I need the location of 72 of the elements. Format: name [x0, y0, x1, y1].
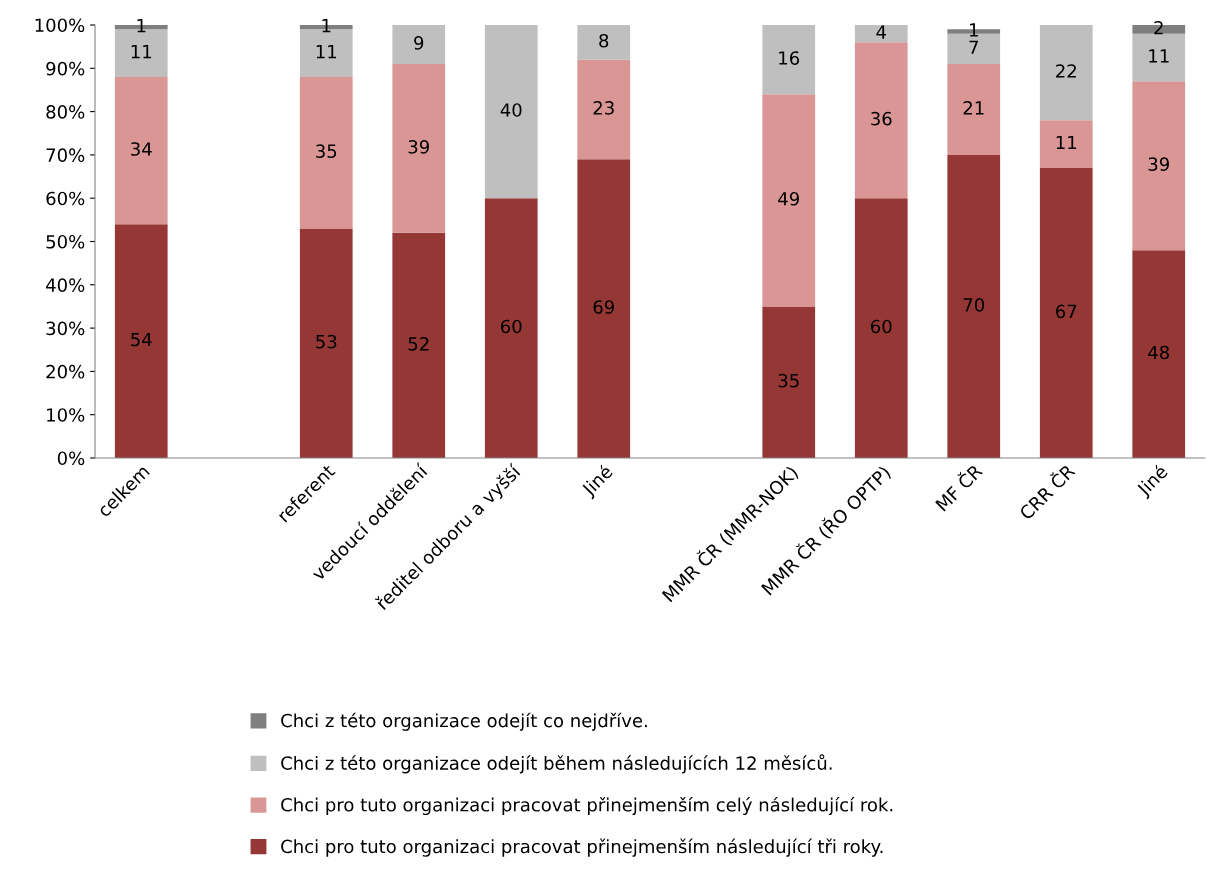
- data-label: 21: [963, 101, 984, 115]
- bar: [854, 198, 908, 458]
- data-label: 69: [593, 300, 614, 314]
- x-tick-label: MF ČR: [932, 461, 984, 512]
- y-tick-label: 50%: [46, 234, 85, 249]
- y-tick-label: 60%: [46, 191, 85, 206]
- data-label: 67: [1056, 304, 1077, 319]
- legend-label: Chci z této organizace odejít během následujících 12 měsíců.: [281, 754, 832, 774]
- y-tick-label: 20%: [46, 364, 85, 379]
- y-tick-label: 40%: [46, 278, 85, 292]
- legend-label: Chci z této organizace odejít co nejdříve.: [281, 712, 647, 731]
- data-label: 49: [778, 191, 799, 206]
- bar: [947, 63, 1001, 155]
- data-label: 35: [778, 373, 799, 388]
- y-tick-label: 30%: [46, 321, 85, 336]
- data-label: 11: [1149, 49, 1169, 63]
- bar: [1039, 25, 1093, 121]
- bar: [1132, 250, 1186, 458]
- data-label: 23: [593, 101, 614, 115]
- data-label: 52: [408, 337, 429, 351]
- bar: [1132, 33, 1186, 82]
- bar: [392, 25, 446, 64]
- bar: [947, 154, 1001, 458]
- data-label: 53: [316, 334, 337, 349]
- data-label: 48: [1148, 345, 1169, 360]
- data-label: 34: [131, 142, 152, 156]
- data-label: 36: [871, 111, 892, 126]
- bar: [1039, 167, 1093, 458]
- data-label: 39: [408, 139, 429, 154]
- data-label: 16: [779, 51, 800, 65]
- bar: [762, 306, 816, 458]
- data-label: 70: [963, 298, 985, 312]
- bar: [392, 63, 446, 233]
- bar: [854, 42, 908, 199]
- data-label: 7: [969, 40, 978, 54]
- bar: [854, 25, 908, 43]
- bar: [299, 76, 353, 229]
- y-tick-label: 70%: [46, 148, 85, 163]
- data-label: 11: [1056, 135, 1077, 150]
- data-label: 60: [871, 319, 892, 334]
- y-tick-label: 80%: [46, 105, 85, 119]
- data-label: 35: [316, 144, 337, 158]
- y-tick-label: 90%: [46, 61, 85, 76]
- bar: [299, 228, 353, 458]
- bar: [1039, 120, 1093, 168]
- x-tick-label: CRR ČR: [1016, 461, 1076, 521]
- data-label: 54: [131, 332, 152, 347]
- bar: [577, 59, 631, 160]
- data-label: 60: [501, 319, 522, 334]
- bar: [762, 25, 816, 95]
- data-label: 8: [599, 33, 609, 48]
- bar: [114, 224, 168, 458]
- legend-label: Chci pro tuto organizaci pracovat přinejmenším celý následující rok.: [281, 796, 893, 816]
- data-label: 11: [316, 44, 337, 59]
- data-label: 9: [414, 36, 424, 50]
- bar: [1132, 81, 1186, 251]
- data-label: 4: [876, 25, 886, 39]
- y-tick-label: 100%: [35, 18, 85, 33]
- bar: [762, 94, 816, 307]
- bar: [392, 232, 446, 458]
- data-label: 40: [500, 103, 522, 117]
- bar: [577, 159, 631, 458]
- legend-label: Chci pro tuto organizaci pracovat přinejmenším následující tři roky.: [281, 838, 883, 857]
- data-label: 39: [1148, 157, 1169, 171]
- bar: [577, 25, 631, 60]
- bar: [484, 198, 538, 458]
- data-label: 11: [131, 44, 152, 59]
- y-tick-label: 0%: [57, 451, 85, 466]
- y-tick-label: 10%: [47, 408, 85, 422]
- bar: [114, 76, 168, 225]
- data-label: 22: [1056, 64, 1076, 78]
- bar: [484, 25, 538, 199]
